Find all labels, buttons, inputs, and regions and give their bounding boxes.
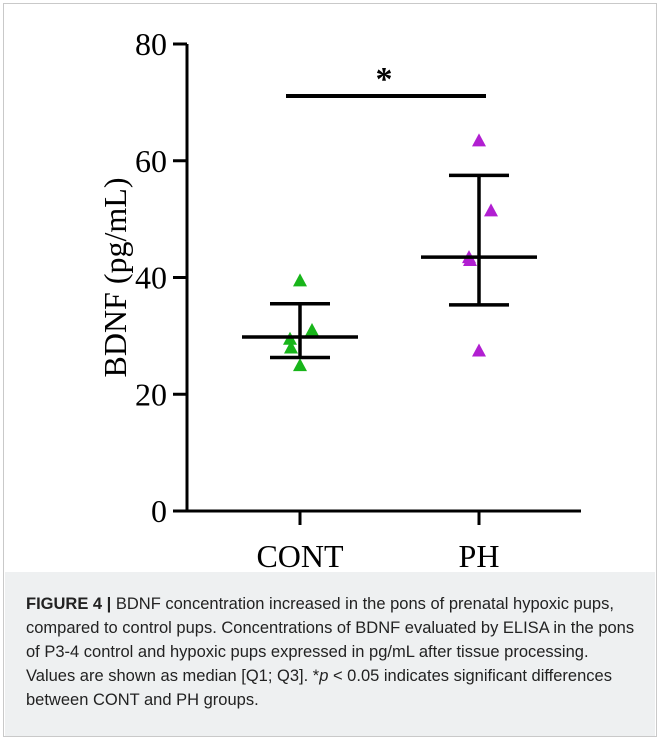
data-point	[293, 273, 307, 287]
data-point	[484, 203, 498, 217]
axes: 0 20 40 60 80 BDNF (pg/mL) CONT PH	[97, 26, 581, 572]
caption-text: BDNF concentration increased in the pons…	[26, 595, 635, 685]
data-point	[463, 252, 477, 266]
data-point	[472, 133, 486, 147]
y-tick-label: 80	[135, 26, 167, 62]
x-tick-label: CONT	[256, 538, 344, 572]
data-point	[472, 343, 486, 357]
y-tick-label: 0	[151, 493, 167, 529]
x-tick-label: PH	[459, 538, 500, 572]
y-tick-label: 60	[135, 143, 167, 179]
caption-p-symbol: p	[319, 667, 329, 685]
series-cont	[242, 273, 358, 372]
figure-caption: FIGURE 4 | BDNF concentration increased …	[26, 592, 638, 712]
figure-frame: 0 20 40 60 80 BDNF (pg/mL) CONT PH * FIGURE 4 |…	[3, 3, 657, 737]
chart: 0 20 40 60 80 BDNF (pg/mL) CONT PH *	[97, 26, 581, 572]
y-tick-label: 40	[135, 260, 167, 296]
y-axis-label: BDNF (pg/mL)	[97, 178, 133, 378]
series-ph	[421, 133, 537, 357]
caption-text-end: < 0.05 indicates significant differences…	[26, 667, 612, 709]
data-point	[293, 358, 307, 372]
data-point	[305, 323, 319, 337]
y-tick-label: 20	[135, 376, 167, 412]
chart-marks: *	[242, 61, 537, 372]
data-point	[284, 340, 298, 354]
caption-label: FIGURE 4 |	[26, 595, 112, 613]
significance-label: *	[376, 61, 393, 98]
caption-box: FIGURE 4 | BDNF concentration increased …	[5, 572, 655, 736]
